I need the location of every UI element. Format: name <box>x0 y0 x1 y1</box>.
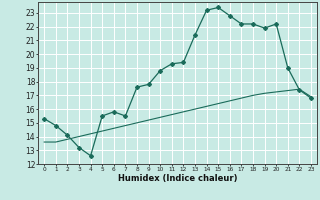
X-axis label: Humidex (Indice chaleur): Humidex (Indice chaleur) <box>118 174 237 183</box>
